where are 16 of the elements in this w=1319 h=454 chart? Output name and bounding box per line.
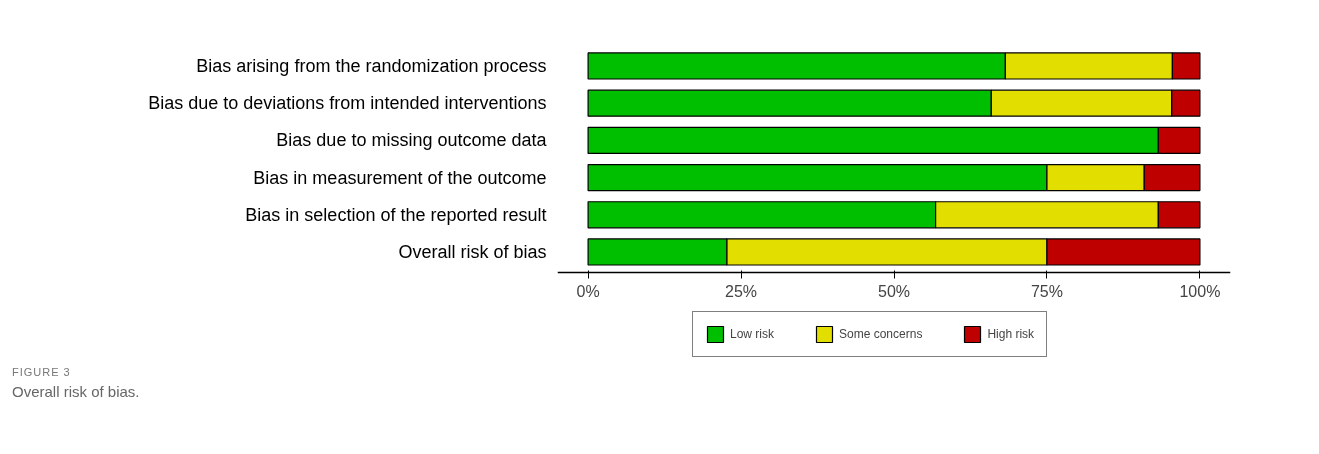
y-tick-label: Bias due to missing outcome data — [276, 130, 548, 151]
x-tick-label: 50% — [877, 283, 911, 301]
x-tick-label: 75% — [1030, 283, 1063, 301]
text: Overall risk of bias. — [12, 381, 140, 402]
y-tick-label: Bias due to deviations from intended interventions — [148, 93, 547, 114]
legend-label: High risk — [987, 327, 1035, 341]
x-tick-label: 100% — [1179, 283, 1221, 301]
y-tick-label: Bias in selection of the reported result — [245, 204, 547, 225]
legend-label: Low risk — [730, 327, 775, 341]
x-tick-label: 25% — [725, 283, 758, 301]
y-tick-label: Overall risk of bias — [398, 241, 547, 262]
legend-label: Some concerns — [839, 327, 923, 341]
y-tick-label: Bias in measurement of the outcome — [253, 167, 547, 188]
caption: FIGURE 3 — [12, 365, 72, 380]
x-tick-label: 0% — [576, 283, 600, 301]
y-tick-label: Bias arising from the randomization process — [196, 55, 547, 76]
